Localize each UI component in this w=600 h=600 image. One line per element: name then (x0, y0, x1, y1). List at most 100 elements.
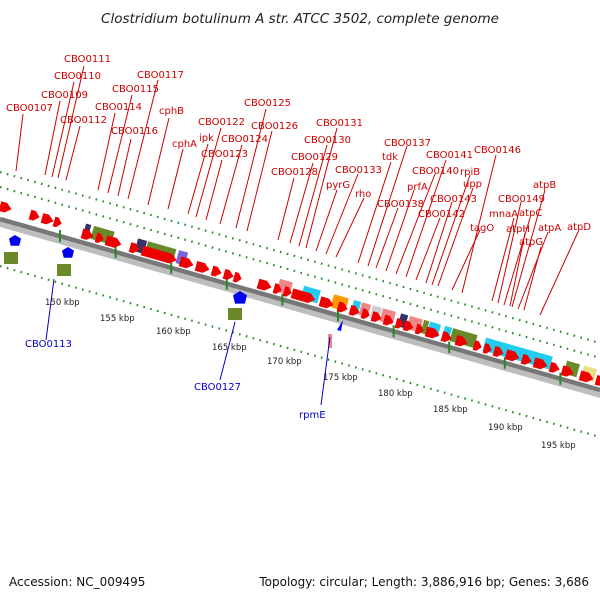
gene-label-upp[interactable]: upp (463, 179, 482, 190)
gene-label-cbo0128[interactable]: CBO0128 (271, 167, 318, 178)
genome-backbone (0, 216, 600, 398)
gene-label-cbo0114[interactable]: CBO0114 (95, 102, 142, 113)
forward-cds-arrow (336, 301, 348, 313)
forward-cds-arrow (414, 323, 424, 335)
gene-label-cbo0149[interactable]: CBO0149 (498, 194, 545, 205)
gene-label-atpd[interactable]: atpD (567, 222, 591, 233)
forward-cds-arrow (28, 209, 40, 221)
gene-label-cbo0116[interactable]: CBO0116 (111, 126, 158, 137)
scale-label-185: 185 kbp (433, 405, 468, 415)
reverse-cds-marker (9, 235, 21, 246)
reverse-cds-marker (233, 291, 247, 304)
gene-label-cbo0112[interactable]: CBO0112 (60, 115, 107, 126)
scale-label-150: 150 kbp (45, 298, 80, 308)
forward-cds-arrow (424, 326, 440, 339)
gene-label-rho[interactable]: rho (355, 189, 371, 200)
scale-label-170: 170 kbp (267, 357, 302, 367)
gene-label-cbo0123[interactable]: CBO0123 (201, 149, 248, 160)
gene-label-tago[interactable]: tagO (470, 223, 494, 234)
reverse-feature-box (228, 308, 242, 320)
reverse-gene-labels: CBO0113 CBO0127 rpmE (25, 278, 331, 421)
gene-label-cbo0137[interactable]: CBO0137 (384, 138, 431, 149)
scale-label-195: 195 kbp (541, 441, 576, 451)
gene-label-atph[interactable]: atpH (506, 224, 530, 235)
gene-label-cbo0146[interactable]: CBO0146 (474, 145, 521, 156)
gene-label-cbo0140[interactable]: CBO0140 (412, 166, 459, 177)
forward-cds-arrow (360, 308, 370, 319)
gene-label-cbo0109[interactable]: CBO0109 (41, 90, 88, 101)
gene-label-cbo0143[interactable]: CBO0143 (430, 194, 477, 205)
forward-cds-arrow (578, 370, 594, 383)
forward-cds-arrow (382, 314, 394, 326)
forward-cds-arrow (492, 345, 504, 357)
gene-label-cbo0122[interactable]: CBO0122 (198, 117, 245, 128)
forward-cds-arrow (348, 304, 360, 316)
gene-label-cbo0113[interactable]: CBO0113 (25, 339, 72, 350)
gene-label-tdk[interactable]: tdk (382, 152, 398, 163)
scale-label-155: 155 kbp (100, 314, 135, 324)
forward-cds-arrow (482, 343, 492, 354)
forward-cds-arrow (282, 286, 292, 297)
forward-cds-arrow (454, 335, 468, 347)
gene-label-mnaa[interactable]: mnaA (489, 209, 518, 220)
gene-label-prfa[interactable]: prfA (407, 182, 428, 193)
forward-cds-arrow (370, 311, 382, 323)
gene-label-cbo0124[interactable]: CBO0124 (221, 134, 268, 145)
forward-cds-arrow (80, 228, 94, 240)
gene-label-cbo0130[interactable]: CBO0130 (304, 135, 351, 146)
gene-label-cbo0107[interactable]: CBO0107 (6, 103, 53, 114)
forward-cds-arrow (128, 242, 140, 254)
gene-label-cbo0129[interactable]: CBO0129 (291, 152, 338, 163)
gene-label-cbo0126[interactable]: CBO0126 (251, 121, 298, 132)
gene-label-cbo0125[interactable]: CBO0125 (244, 98, 291, 109)
forward-cds-arrow (560, 365, 574, 377)
forward-cds-arrow (520, 353, 532, 365)
gene-label-cphb[interactable]: cphB (159, 106, 184, 117)
gene-label-atpa[interactable]: atpA (538, 223, 561, 234)
gene-label-pyrg[interactable]: pyrG (326, 180, 350, 191)
gene-label-atpc[interactable]: atpC (519, 208, 542, 219)
gene-label-cbo0133[interactable]: CBO0133 (335, 165, 382, 176)
forward-cds-arrow (94, 232, 104, 244)
gene-features (0, 201, 600, 386)
gene-label-cbo0111[interactable]: CBO0111 (64, 54, 111, 65)
forward-cds-arrow (232, 271, 242, 283)
gene-label-ipk[interactable]: ipk (199, 133, 214, 144)
reverse-cds-marker (62, 247, 74, 258)
forward-cds-arrow (290, 288, 316, 303)
gene-label-cpha[interactable]: cphA (172, 139, 197, 150)
forward-cds-arrow (548, 361, 560, 373)
gene-label-cbo0138[interactable]: CBO0138 (377, 199, 424, 210)
scale-label-190: 190 kbp (488, 423, 523, 433)
forward-cds-arrow (440, 331, 452, 343)
forward-cds-arrow (272, 283, 282, 294)
map-title: Clostridium botulinum A str. ATCC 3502, … (101, 11, 499, 27)
forward-cds-arrow (222, 269, 234, 280)
forward-cds-arrow (594, 375, 600, 386)
forward-cds-arrow (104, 235, 122, 248)
gene-label-cbo0142[interactable]: CBO0142 (418, 209, 465, 220)
genome-summary-text: Topology: circular; Length: 3,886,916 bp… (258, 575, 589, 589)
forward-cds-arrow (256, 278, 272, 291)
rna-feature (328, 334, 332, 348)
forward-cds-arrow (402, 320, 414, 332)
forward-cds-arrow (504, 349, 520, 362)
accession-text: Accession: NC_009495 (9, 575, 145, 589)
gene-label-cbo0115[interactable]: CBO0115 (112, 84, 159, 95)
gene-label-cbo0127[interactable]: CBO0127 (194, 382, 241, 393)
reverse-feature-box (57, 264, 71, 276)
gene-label-cbo0131[interactable]: CBO0131 (316, 118, 363, 129)
gene-label-atpg[interactable]: atpG (519, 237, 543, 248)
gene-label-cbo0141[interactable]: CBO0141 (426, 150, 473, 161)
gene-label-rpib[interactable]: rpiB (460, 167, 480, 178)
forward-cds-arrow (210, 265, 222, 277)
gene-label-atpb[interactable]: atpB (533, 180, 556, 191)
gene-label-cbo0110[interactable]: CBO0110 (54, 71, 101, 82)
reverse-cds-marker (337, 320, 343, 331)
gene-label-rpme[interactable]: rpmE (299, 410, 326, 421)
scale-label-180: 180 kbp (378, 389, 413, 399)
forward-cds-arrow (532, 357, 548, 370)
gene-label-cbo0117[interactable]: CBO0117 (137, 70, 184, 81)
forward-gene-labels: CBO0107 CBO0109 CBO0110 CBO0111 CBO0112 … (6, 54, 591, 316)
